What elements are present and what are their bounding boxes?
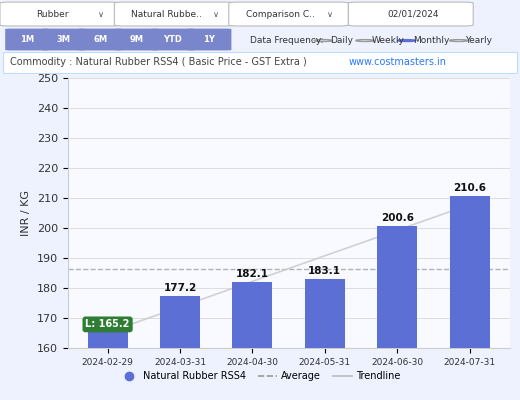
FancyBboxPatch shape [42,29,86,50]
Text: 9M: 9M [129,35,144,44]
Text: 183.1: 183.1 [308,266,341,276]
Text: Yearly: Yearly [465,36,492,45]
Circle shape [397,40,416,42]
Bar [232,282,272,400]
Legend: Natural Rubber RSS4, Average, Trendline: Natural Rubber RSS4, Average, Trendline [116,367,404,385]
Bar [88,332,127,400]
Text: 3M: 3M [57,35,71,44]
Text: 1Y: 1Y [203,35,215,44]
Text: 177.2: 177.2 [163,284,197,294]
Text: Natural Rubbe..: Natural Rubbe.. [131,10,202,18]
Circle shape [449,40,468,42]
Text: Rubber: Rubber [36,10,68,18]
FancyBboxPatch shape [229,2,348,26]
Text: YTD: YTD [163,35,183,44]
Text: 02/01/2024: 02/01/2024 [387,10,439,18]
Text: Weekly: Weekly [372,36,405,45]
Text: Comparison C..: Comparison C.. [246,10,315,18]
FancyBboxPatch shape [348,2,473,26]
Text: 1M: 1M [20,35,34,44]
Circle shape [314,40,333,42]
Bar [378,226,417,400]
FancyBboxPatch shape [3,52,517,73]
Text: ∨: ∨ [327,10,333,18]
Text: Daily: Daily [330,36,353,45]
FancyBboxPatch shape [114,29,159,50]
FancyBboxPatch shape [187,29,231,50]
FancyBboxPatch shape [0,2,120,26]
Text: Monthly: Monthly [413,36,450,45]
Text: 6M: 6M [93,35,107,44]
Y-axis label: INR / KG: INR / KG [21,190,31,236]
Text: 210.6: 210.6 [453,183,486,193]
Text: 200.6: 200.6 [381,213,414,223]
FancyBboxPatch shape [78,29,122,50]
Text: Data Frequency:: Data Frequency: [250,36,323,45]
Text: www.costmasters.in: www.costmasters.in [348,57,446,67]
Text: 182.1: 182.1 [236,269,269,279]
FancyBboxPatch shape [114,2,234,26]
FancyBboxPatch shape [151,29,195,50]
Bar [160,296,200,400]
Text: L: 165.2: L: 165.2 [85,320,130,330]
Bar [305,279,345,400]
Text: Commodity : Natural Rubber RSS4 ( Basic Price - GST Extra ): Commodity : Natural Rubber RSS4 ( Basic … [10,57,307,67]
Circle shape [356,40,374,42]
Text: ∨: ∨ [98,10,105,18]
Text: ∨: ∨ [213,10,219,18]
Bar [450,196,489,400]
FancyBboxPatch shape [5,29,49,50]
